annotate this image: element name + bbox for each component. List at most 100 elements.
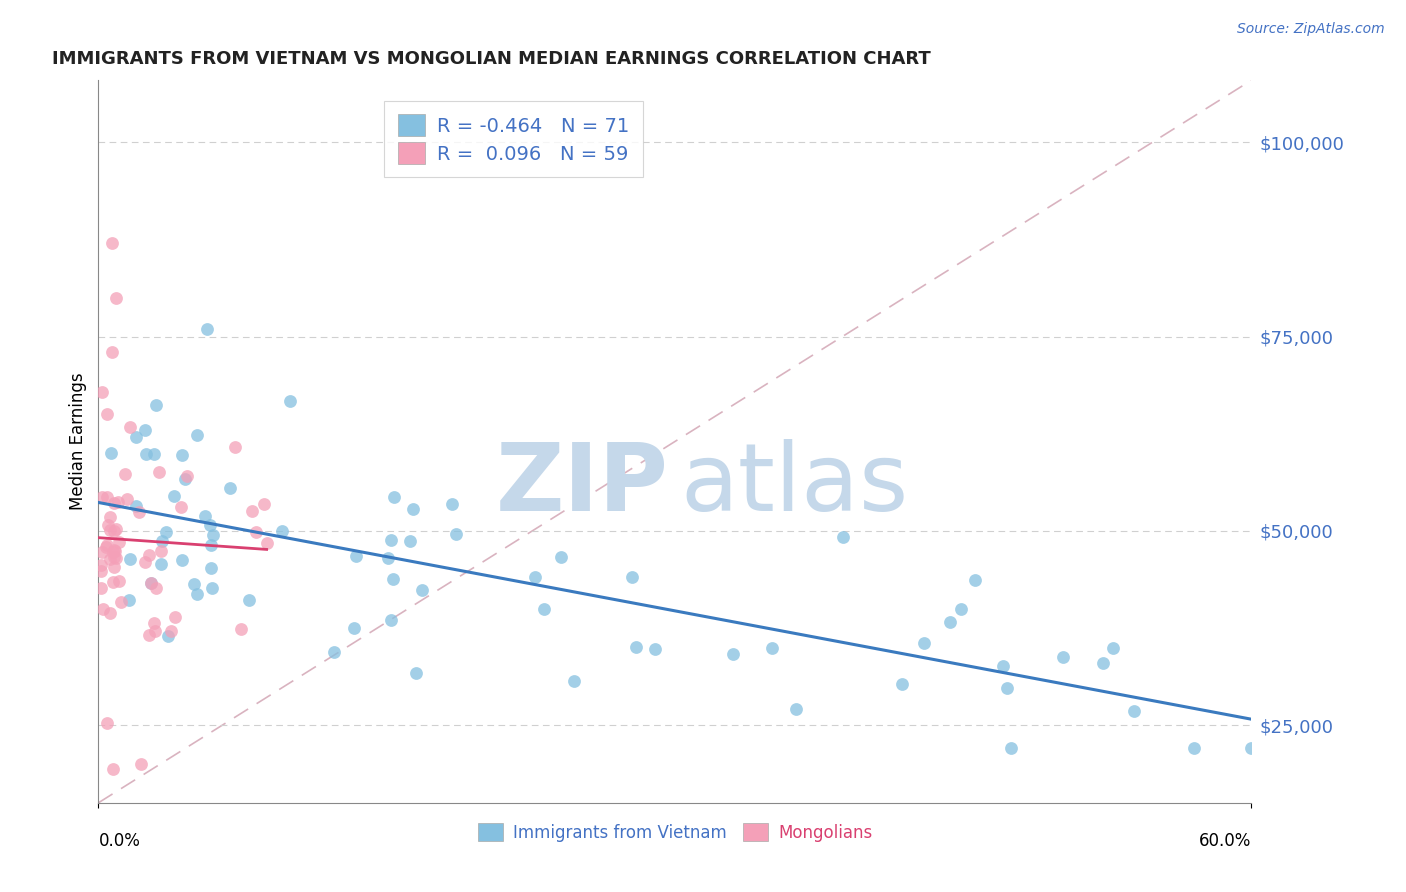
- Point: [98, 551, 121, 566]
- Point: [200, 538, 222, 552]
- Point: [139, 576, 162, 591]
- Point: [256, 535, 278, 549]
- Point: [441, 497, 464, 511]
- Point: [101, 763, 124, 777]
- Point: [142, 447, 165, 461]
- Point: [125, 430, 148, 444]
- Point: [163, 489, 186, 503]
- Text: IMMIGRANTS FROM VIETNAM VS MONGOLIAN MEDIAN EARNINGS CORRELATION CHART: IMMIGRANTS FROM VIETNAM VS MONGOLIAN MED…: [52, 50, 931, 68]
- Point: [134, 555, 156, 569]
- Point: [98, 606, 121, 620]
- Point: [101, 545, 124, 559]
- Point: [380, 613, 402, 627]
- Point: [201, 528, 224, 542]
- Point: [101, 345, 124, 359]
- Point: [170, 500, 193, 515]
- Point: [134, 423, 156, 437]
- Point: [160, 624, 183, 638]
- Point: [96, 538, 118, 552]
- Point: [399, 534, 422, 549]
- Point: [110, 595, 132, 609]
- Point: [238, 593, 260, 607]
- Point: [155, 525, 177, 540]
- Point: [141, 575, 163, 590]
- Point: [91, 602, 114, 616]
- Point: [150, 534, 173, 549]
- Point: [993, 658, 1015, 673]
- Point: [145, 581, 167, 595]
- Point: [912, 636, 935, 650]
- Point: [148, 465, 170, 479]
- Point: [382, 490, 405, 504]
- Point: [97, 518, 120, 533]
- Point: [186, 587, 208, 601]
- Point: [96, 408, 118, 422]
- Point: [1000, 741, 1022, 756]
- Point: [402, 501, 425, 516]
- Point: [381, 573, 404, 587]
- Point: [240, 503, 263, 517]
- Point: [145, 398, 167, 412]
- Point: [218, 481, 240, 495]
- Point: [90, 564, 112, 578]
- Point: [104, 291, 127, 305]
- Point: [143, 615, 166, 630]
- Point: [138, 628, 160, 642]
- Point: [107, 495, 129, 509]
- Point: [104, 543, 127, 558]
- Point: [891, 677, 914, 691]
- Point: [129, 756, 152, 771]
- Legend: Immigrants from Vietnam, Mongolians: Immigrants from Vietnam, Mongolians: [471, 817, 879, 848]
- Point: [90, 490, 112, 504]
- Point: [117, 593, 139, 607]
- Point: [271, 524, 294, 538]
- Text: 60.0%: 60.0%: [1199, 831, 1251, 850]
- Point: [149, 544, 172, 558]
- Point: [785, 702, 807, 716]
- Text: 0.0%: 0.0%: [98, 831, 141, 850]
- Point: [90, 558, 112, 572]
- Point: [186, 428, 208, 442]
- Text: atlas: atlas: [681, 439, 908, 531]
- Point: [105, 522, 128, 536]
- Point: [200, 581, 222, 595]
- Point: [90, 581, 112, 595]
- Point: [108, 574, 131, 588]
- Point: [114, 467, 136, 482]
- Point: [170, 553, 193, 567]
- Point: [150, 557, 173, 571]
- Point: [1102, 640, 1125, 655]
- Point: [103, 560, 125, 574]
- Point: [96, 490, 118, 504]
- Point: [194, 509, 217, 524]
- Point: [524, 570, 547, 584]
- Point: [963, 573, 986, 587]
- Point: [103, 549, 125, 564]
- Point: [950, 602, 973, 616]
- Point: [98, 524, 121, 538]
- Point: [90, 545, 112, 559]
- Point: [278, 394, 301, 409]
- Point: [195, 322, 218, 336]
- Point: [1182, 741, 1205, 756]
- Point: [562, 674, 585, 689]
- Point: [550, 549, 572, 564]
- Point: [143, 624, 166, 638]
- Point: [533, 602, 555, 616]
- Point: [1091, 656, 1114, 670]
- Text: Source: ZipAtlas.com: Source: ZipAtlas.com: [1237, 22, 1385, 37]
- Point: [90, 384, 112, 399]
- Point: [626, 640, 648, 654]
- Point: [723, 647, 745, 661]
- Point: [176, 468, 198, 483]
- Point: [96, 716, 118, 731]
- Point: [343, 621, 366, 635]
- Point: [170, 448, 193, 462]
- Point: [118, 420, 141, 434]
- Point: [1240, 741, 1263, 756]
- Point: [98, 509, 121, 524]
- Point: [620, 570, 643, 584]
- Point: [108, 535, 131, 549]
- Point: [156, 629, 179, 643]
- Point: [411, 582, 433, 597]
